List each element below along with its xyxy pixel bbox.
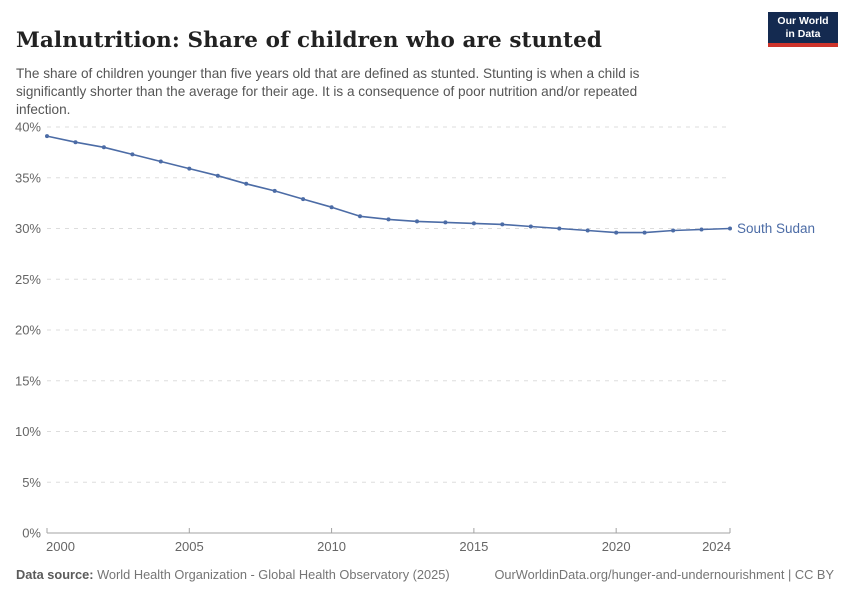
x-tick-label: 2024 <box>702 539 731 554</box>
data-point <box>415 219 419 224</box>
data-point <box>358 214 362 219</box>
chart-footer: Data source: World Health Organization -… <box>16 567 834 582</box>
y-tick-label: 5% <box>22 475 41 490</box>
data-point <box>130 152 135 157</box>
data-point <box>158 159 163 164</box>
data-point <box>386 217 391 222</box>
data-point <box>101 145 106 150</box>
y-tick-label: 20% <box>15 323 41 338</box>
data-point <box>671 228 676 233</box>
data-point <box>500 222 505 227</box>
chart-title: Malnutrition: Share of children who are … <box>16 28 602 54</box>
y-tick-label: 15% <box>15 373 41 388</box>
footer-separator: | <box>784 567 795 582</box>
x-tick-label: 2015 <box>459 539 488 554</box>
y-tick-label: 35% <box>15 170 41 185</box>
data-point <box>699 227 704 232</box>
x-tick-label: 2010 <box>317 539 346 554</box>
data-source-label: Data source: <box>16 567 94 582</box>
owid-logo: Our World in Data <box>768 12 838 47</box>
owid-logo-line2: in Data <box>785 28 821 40</box>
data-point <box>471 221 476 226</box>
data-point <box>301 197 306 202</box>
data-point <box>585 228 590 233</box>
data-source-value: World Health Organization - Global Healt… <box>93 567 450 582</box>
data-point <box>329 205 334 210</box>
entity-label: South Sudan <box>737 221 815 236</box>
data-point <box>614 230 619 235</box>
chart-subtitle: The share of children younger than five … <box>16 65 640 117</box>
data-point <box>642 230 647 235</box>
data-point <box>272 188 277 193</box>
y-tick-label: 40% <box>15 120 41 135</box>
owid-logo-line1: Our World <box>777 15 829 27</box>
data-point <box>557 226 562 231</box>
data-point <box>728 226 732 231</box>
x-tick-label: 2000 <box>46 539 75 554</box>
owid-logo-redbar <box>768 43 838 47</box>
y-tick-label: 0% <box>22 526 41 541</box>
data-point <box>443 220 448 225</box>
y-tick-label: 25% <box>15 272 41 287</box>
owid-logo-text: Our World in Data <box>768 12 838 43</box>
data-point <box>73 140 78 145</box>
y-tick-label: 30% <box>15 221 41 236</box>
license-label: CC BY <box>794 567 834 582</box>
data-point <box>215 173 220 178</box>
x-tick-label: 2020 <box>602 539 631 554</box>
owid-link[interactable]: OurWorldinData.org/hunger-and-undernouri… <box>494 567 785 582</box>
data-source: Data source: World Health Organization -… <box>16 567 450 582</box>
data-point <box>528 224 533 229</box>
footer-right: OurWorldinData.org/hunger-and-undernouri… <box>494 567 834 582</box>
y-tick-label: 10% <box>15 424 41 439</box>
x-tick-label: 2005 <box>175 539 204 554</box>
data-point <box>244 181 249 186</box>
data-point <box>45 134 49 139</box>
data-point <box>187 166 192 171</box>
line-chart: 0% 5% 10% 15% 20% 25% 30% 35% 40% 2000 2005 2010 201… <box>15 120 815 555</box>
